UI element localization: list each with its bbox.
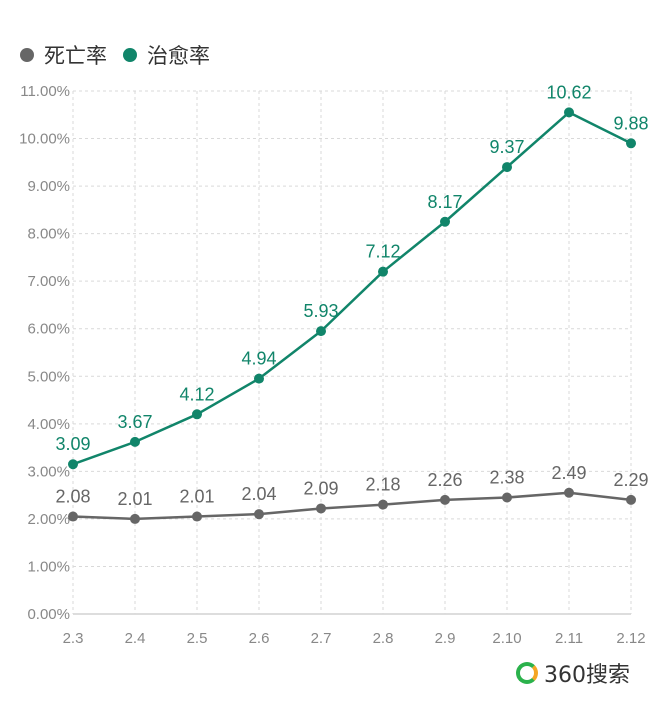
data-point — [316, 503, 326, 514]
data-point — [502, 162, 512, 173]
legend-label-death-rate: 死亡率 — [44, 44, 107, 68]
series-line-0 — [72, 491, 632, 521]
data-label: 9.37 — [489, 137, 524, 157]
data-point — [440, 216, 450, 227]
data-label: 9.88 — [613, 113, 648, 133]
data-label: 2.29 — [613, 470, 648, 490]
data-label: 4.94 — [241, 349, 276, 369]
data-point — [68, 511, 78, 522]
data-label: 2.04 — [241, 484, 276, 504]
data-label: 2.38 — [489, 468, 524, 488]
data-point — [68, 459, 78, 470]
data-point — [130, 436, 140, 447]
data-point — [378, 266, 388, 277]
data-label: 10.62 — [546, 82, 591, 102]
data-point — [254, 509, 264, 520]
y-tick-label: 2.00% — [27, 511, 70, 528]
legend: 死亡率 治愈率 — [20, 40, 226, 70]
data-label: 3.67 — [117, 412, 152, 432]
data-label: 4.12 — [179, 384, 214, 404]
brand-name: 360搜索 — [544, 663, 630, 688]
data-label: 2.01 — [179, 487, 214, 507]
y-tick-label: 5.00% — [27, 368, 70, 385]
x-tick-label: 2.6 — [249, 630, 270, 647]
y-tick-label: 4.00% — [27, 416, 70, 433]
x-tick-label: 2.12 — [616, 630, 645, 647]
y-tick-label: 9.00% — [27, 178, 70, 195]
x-tick-label: 2.4 — [125, 630, 146, 647]
legend-item-cure-rate: 治愈率 — [123, 40, 210, 70]
data-point — [626, 494, 636, 505]
legend-label-cure-rate: 治愈率 — [147, 44, 210, 68]
y-tick-label: 0.00% — [27, 606, 70, 623]
data-point — [502, 492, 512, 503]
data-point — [192, 409, 202, 420]
y-tick-label: 10.00% — [19, 131, 70, 148]
data-point — [130, 513, 140, 524]
y-tick-label: 11.00% — [20, 83, 70, 100]
x-tick-label: 2.5 — [187, 630, 208, 647]
data-point — [564, 487, 574, 498]
data-point — [192, 511, 202, 522]
data-label: 2.09 — [303, 478, 338, 498]
x-tick-label: 2.8 — [373, 630, 394, 647]
data-label: 2.08 — [55, 487, 90, 507]
legend-dot-death-rate — [20, 48, 34, 62]
data-label: 2.49 — [551, 463, 586, 483]
y-tick-label: 1.00% — [27, 558, 70, 575]
data-label: 7.12 — [365, 242, 400, 262]
data-point — [378, 499, 388, 510]
y-tick-label: 8.00% — [27, 226, 70, 243]
y-tick-label: 6.00% — [27, 321, 70, 338]
x-tick-label: 2.11 — [555, 630, 583, 647]
data-point — [440, 494, 450, 505]
data-label: 2.01 — [117, 489, 152, 509]
x-tick-label: 2.7 — [311, 630, 332, 647]
legend-item-death-rate: 死亡率 — [20, 40, 107, 70]
x-tick-label: 2.9 — [435, 630, 456, 647]
brand-watermark: 360搜索 — [516, 657, 630, 689]
x-tick-label: 2.3 — [63, 630, 84, 647]
x-tick-label: 2.10 — [492, 630, 521, 647]
data-label: 8.17 — [427, 192, 462, 212]
data-label: 2.18 — [365, 475, 400, 495]
data-point — [626, 138, 636, 149]
y-tick-label: 7.00% — [27, 273, 70, 290]
y-tick-label: 3.00% — [27, 463, 70, 480]
data-point — [254, 373, 264, 384]
logo-icon — [516, 662, 538, 684]
series-line-1 — [72, 111, 632, 466]
data-label: 2.26 — [427, 470, 462, 490]
legend-dot-cure-rate — [123, 48, 137, 62]
data-point — [564, 107, 574, 118]
data-label: 3.09 — [55, 434, 90, 454]
data-point — [316, 326, 326, 337]
data-label: 5.93 — [303, 301, 338, 321]
